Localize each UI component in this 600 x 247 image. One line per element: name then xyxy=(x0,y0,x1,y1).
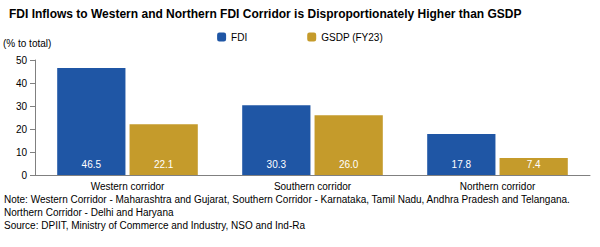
svg-text:Northern Corridor - Delhi and: Northern Corridor - Delhi and Haryana xyxy=(4,207,174,218)
svg-text:Note: Western Corridor - Mahar: Note: Western Corridor - Maharashtra and… xyxy=(4,194,573,205)
svg-text:22.1: 22.1 xyxy=(154,159,174,170)
svg-text:0: 0 xyxy=(21,170,27,181)
svg-text:7.4: 7.4 xyxy=(527,159,541,170)
svg-text:30.3: 30.3 xyxy=(267,159,287,170)
svg-text:Western corridor: Western corridor xyxy=(91,181,165,192)
svg-text:Source: DPIIT, Ministry of Com: Source: DPIIT, Ministry of Commerce and … xyxy=(4,220,305,231)
svg-text:FDI Inflows to Western and Nor: FDI Inflows to Western and Northern FDI … xyxy=(9,7,521,21)
svg-text:50: 50 xyxy=(16,55,28,66)
svg-text:26.0: 26.0 xyxy=(339,159,359,170)
svg-text:Southern corridor: Southern corridor xyxy=(274,181,352,192)
svg-text:10: 10 xyxy=(16,147,28,158)
svg-text:(% to total): (% to total) xyxy=(3,38,51,49)
svg-text:17.8: 17.8 xyxy=(452,159,472,170)
svg-text:46.5: 46.5 xyxy=(82,159,102,170)
svg-text:30: 30 xyxy=(16,101,28,112)
svg-text:40: 40 xyxy=(16,78,28,89)
svg-text:GSDP (FY23): GSDP (FY23) xyxy=(321,32,383,43)
svg-text:20: 20 xyxy=(16,124,28,135)
svg-text:Northern corridor: Northern corridor xyxy=(460,181,536,192)
svg-text:FDI: FDI xyxy=(231,32,247,43)
